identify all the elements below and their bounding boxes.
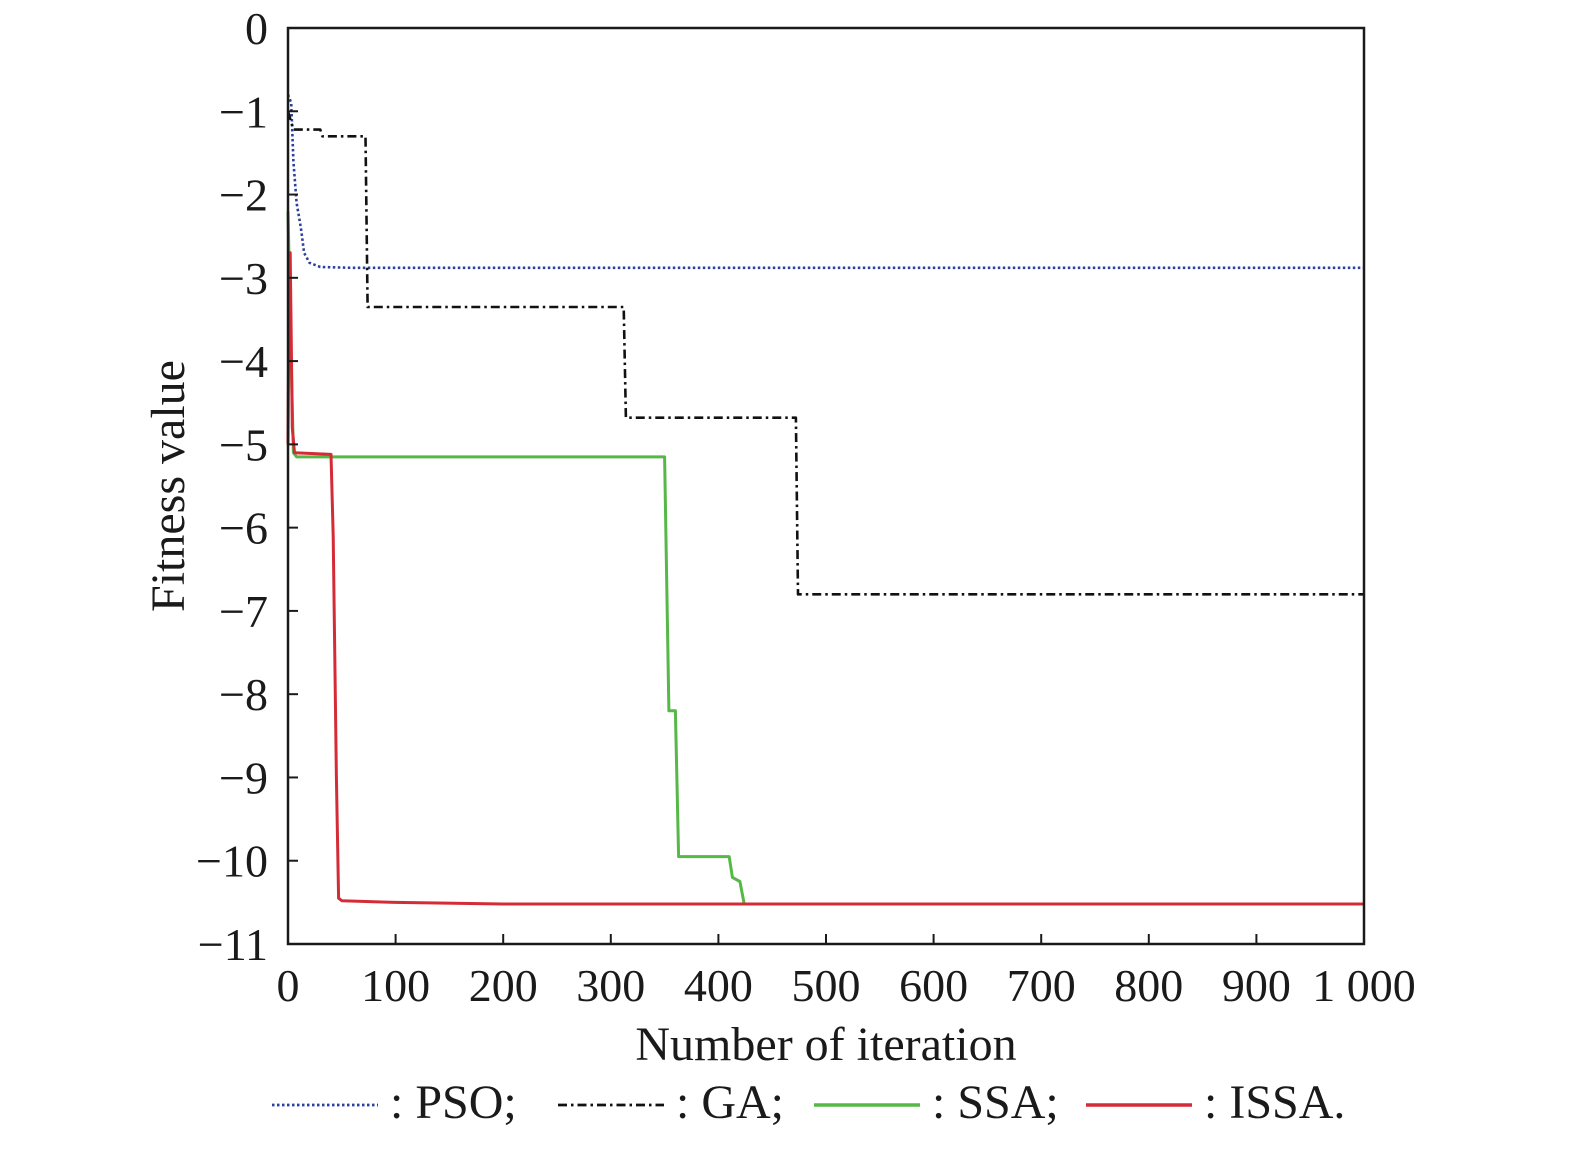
legend-label-issa: : ISSA. (1204, 1076, 1345, 1129)
x-tick-label: 1 000 (1312, 960, 1416, 1011)
plot-area-frame (286, 26, 1366, 946)
x-axis-title: Number of iteration (635, 1018, 1016, 1071)
x-tick-label: 700 (1007, 960, 1076, 1011)
series-line-pso (286, 94, 1364, 270)
legend: : PSO; : GA; : SSA; : ISSA. (272, 1076, 1345, 1129)
x-tick-label: 900 (1222, 960, 1291, 1011)
x-tick-label: 300 (576, 960, 645, 1011)
y-tick-label: −5 (219, 419, 268, 470)
series-layer (286, 94, 1364, 906)
x-tick-label: 100 (361, 960, 430, 1011)
y-tick-label: −8 (219, 669, 268, 720)
y-tick-label: −11 (198, 919, 268, 970)
y-tick-label: −9 (219, 752, 268, 803)
legend-label-ga: : GA; (676, 1076, 784, 1129)
series-line-ssa (286, 211, 1364, 906)
y-tick-label: −4 (219, 336, 268, 387)
y-tick-label: −7 (219, 586, 268, 637)
x-tick-label: 600 (899, 960, 968, 1011)
x-tick-label: 800 (1114, 960, 1183, 1011)
legend-label-ssa: : SSA; (932, 1076, 1059, 1129)
x-tick-label: 0 (277, 960, 300, 1011)
y-tick-label: −2 (219, 170, 268, 221)
x-tick-label: 400 (684, 960, 753, 1011)
legend-label-pso: : PSO; (390, 1076, 517, 1129)
series-line-issa (286, 251, 1364, 906)
series-line-ga (286, 110, 1364, 596)
y-tick-label: 0 (245, 3, 268, 54)
y-tick-label: −10 (196, 836, 268, 887)
y-tick-label: −3 (219, 253, 268, 304)
x-tick-label: 200 (469, 960, 538, 1011)
y-tick-label: −6 (219, 503, 268, 554)
axis-ticks: 0 100 200 300 400 500 600 700 800 900 1 000 0 −1 −2 −3… (196, 3, 1416, 1011)
y-axis-title: Fitness value (142, 360, 195, 612)
y-tick-label: −1 (219, 86, 268, 137)
x-tick-label: 500 (792, 960, 861, 1011)
